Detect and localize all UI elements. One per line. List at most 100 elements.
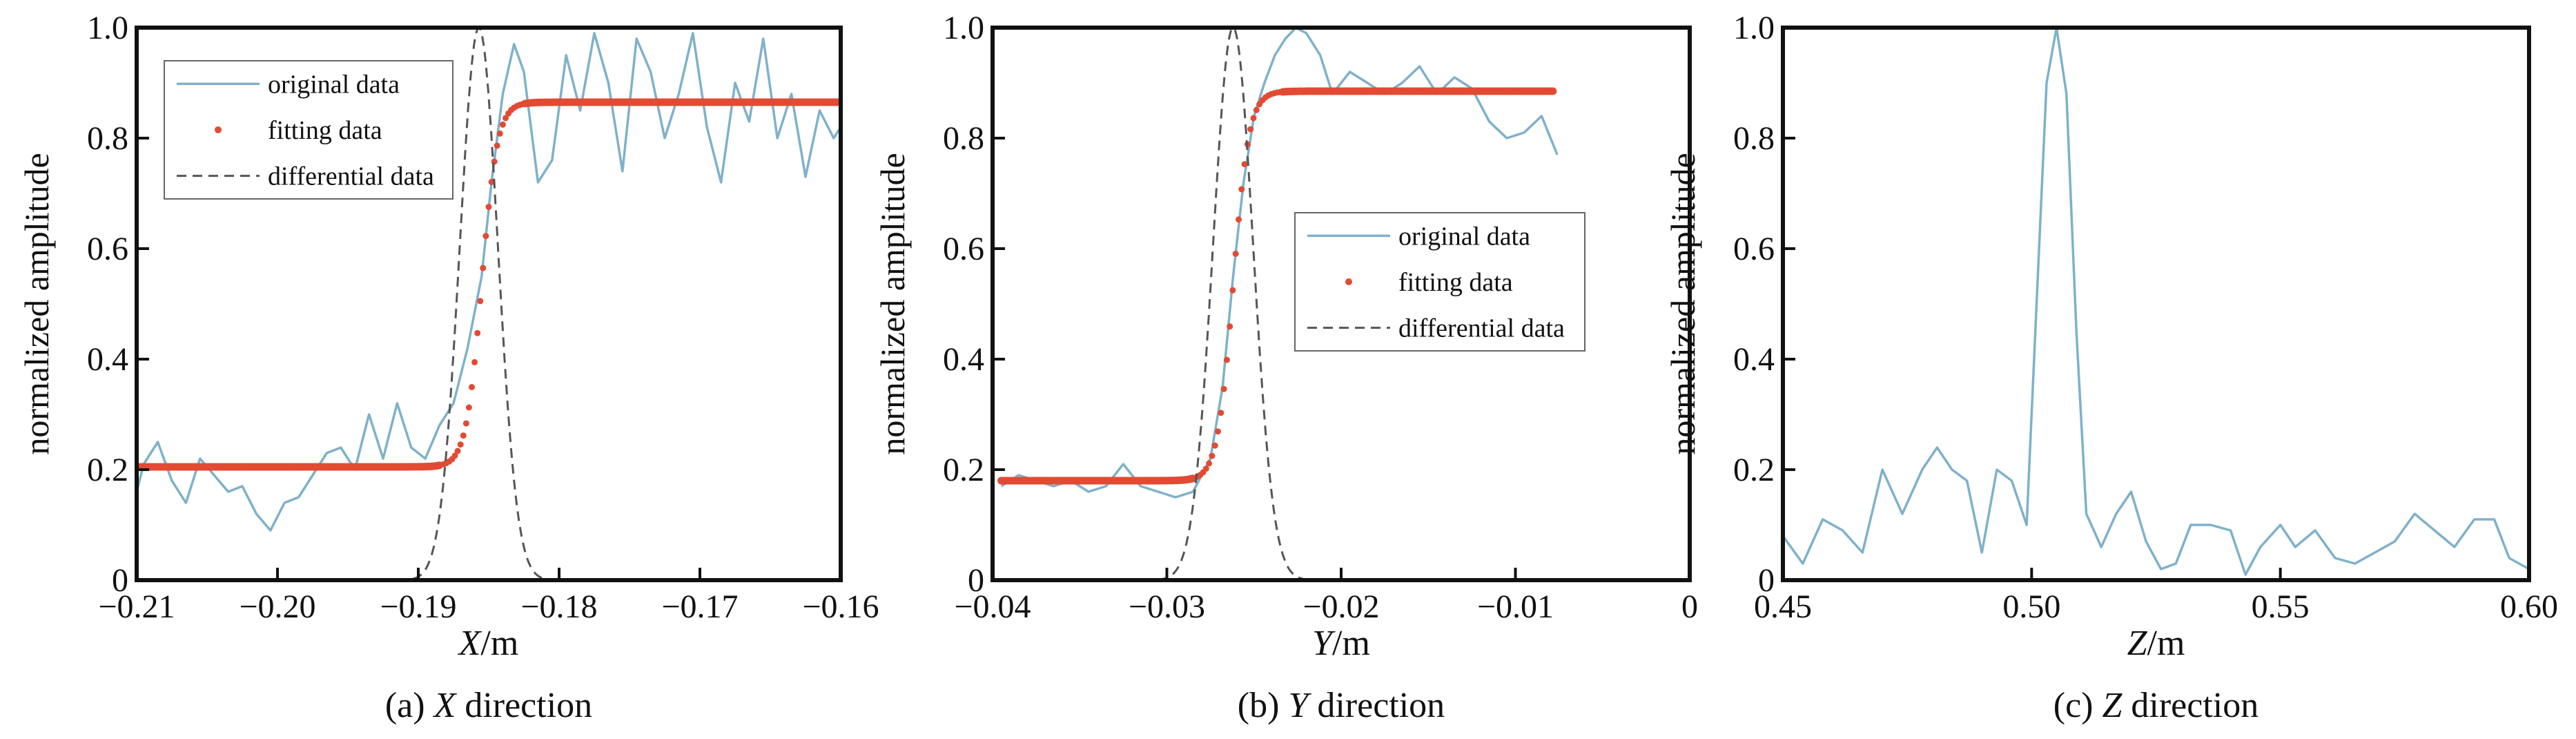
y-tick-label: 0.8 xyxy=(943,120,984,157)
x-tick-label: −0.18 xyxy=(520,588,597,625)
fitting-data-point xyxy=(1209,452,1216,459)
chart-panel-2: 0.45 0.50 0.55 0.60 0 0.2 0.4 0.6 0.8 1.0 normaliz… xyxy=(1663,10,2558,725)
fitting-data-point xyxy=(502,115,509,122)
y-axis-label: normalized amplitude xyxy=(873,153,912,454)
caption-suffix: direction xyxy=(1308,686,1445,725)
legend: original data fitting data differential da… xyxy=(164,60,453,200)
y-tick-label: 0.6 xyxy=(1733,231,1775,267)
fitting-data-point xyxy=(499,121,506,128)
x-tick-label: −0.19 xyxy=(380,588,456,625)
panel-caption: (a) X direction xyxy=(385,686,592,725)
x-tick-label: 0 xyxy=(1681,588,1698,625)
fitting-data-point xyxy=(454,448,461,454)
caption-variable: Y xyxy=(1288,686,1311,725)
caption-suffix: direction xyxy=(456,686,592,725)
y-tick-label: 0.4 xyxy=(943,341,984,378)
series-original-data-line xyxy=(1000,28,1559,499)
fitting-data-point xyxy=(1253,106,1260,113)
fitting-data-point xyxy=(1236,216,1242,223)
x-tick-label: −0.21 xyxy=(98,588,175,625)
fitting-data-point xyxy=(482,233,489,240)
chart-panel-1: −0.04 −0.03 −0.02 −0.01 0 0 0.2 0.4 0.6 0.8 1.0 nor… xyxy=(873,10,1698,725)
x-axis-unit: /m xyxy=(480,624,518,663)
y-tick-label: 1.0 xyxy=(87,10,128,46)
fitting-data-point xyxy=(496,130,503,137)
legend-label: original data xyxy=(268,70,400,99)
y-axis-label: normalized amplitude xyxy=(17,153,56,454)
y-tick-label: 0.8 xyxy=(1733,120,1775,157)
fitting-data-point xyxy=(1247,126,1254,133)
x-tick-label: 0.50 xyxy=(2002,588,2060,625)
y-tick-label: 1.0 xyxy=(1733,10,1775,46)
fitting-data-point xyxy=(1215,428,1221,435)
y-tick-label: 0.4 xyxy=(87,341,128,378)
fitting-data-point xyxy=(1250,115,1257,122)
series-fitting-data-points xyxy=(997,87,1557,485)
fitting-data-point xyxy=(1229,287,1236,294)
x-tick-label: −0.20 xyxy=(239,588,315,625)
legend-label: original data xyxy=(1398,222,1530,251)
x-tick-label: −0.03 xyxy=(1129,588,1205,625)
x-axis-variable: Z xyxy=(2127,624,2148,663)
series-differential-data-line xyxy=(1158,28,1320,580)
x-axis-variable: X xyxy=(458,624,482,663)
series-original-data-line xyxy=(1783,28,2529,576)
fitting-data-point xyxy=(451,452,458,459)
caption-prefix: (b) xyxy=(1238,686,1289,725)
y-tick-label: 0.2 xyxy=(87,452,128,488)
fitting-data-point xyxy=(494,142,500,149)
plot-area xyxy=(1783,28,2529,576)
legend-swatch-fitting xyxy=(215,126,222,133)
fitting-data-point xyxy=(1211,442,1218,449)
x-tick-label: −0.02 xyxy=(1302,588,1379,625)
x-axis-variable: Y xyxy=(1312,624,1336,663)
fitting-data-point xyxy=(480,265,487,271)
fitting-data-point xyxy=(469,384,475,390)
x-tick-label: 0.60 xyxy=(2500,588,2558,625)
y-tick-label: 0 xyxy=(112,562,128,599)
fitting-data-point xyxy=(477,298,484,305)
panel-caption: (b) Y direction xyxy=(1238,686,1445,725)
legend: original data fitting data differential da… xyxy=(1294,212,1585,352)
fitting-data-point xyxy=(474,329,481,336)
fitting-data-point xyxy=(1206,460,1213,467)
y-tick-label: 1.0 xyxy=(943,10,984,46)
legend-swatch-fitting xyxy=(1345,278,1352,285)
fitting-data-point xyxy=(1220,385,1227,392)
caption-prefix: (c) xyxy=(2053,686,2102,725)
fitting-data-point xyxy=(1549,87,1557,95)
legend-label: differential data xyxy=(268,162,434,191)
fitting-data-point xyxy=(465,404,472,411)
plot-frame xyxy=(1781,26,2531,582)
fitting-data-point xyxy=(1238,186,1245,193)
x-tick-label: 0.55 xyxy=(2252,588,2310,625)
fitting-data-point xyxy=(1202,466,1209,472)
y-tick-label: 0.2 xyxy=(1733,452,1775,488)
legend-label: fitting data xyxy=(268,116,382,145)
x-tick-label: −0.04 xyxy=(954,588,1031,625)
panel-caption: (c) Z direction xyxy=(2053,686,2258,725)
fitting-data-point xyxy=(460,432,467,439)
x-tick-label: −0.16 xyxy=(802,588,879,625)
fitting-data-point xyxy=(1223,356,1230,363)
fitting-data-point xyxy=(488,179,495,185)
x-axis-unit: /m xyxy=(2147,624,2185,663)
caption-prefix: (a) xyxy=(385,686,434,725)
y-tick-label: 0.6 xyxy=(87,231,128,267)
x-tick-label: −0.17 xyxy=(661,588,738,625)
x-tick-label: 0.45 xyxy=(1754,588,1812,625)
fitting-data-point xyxy=(457,441,464,448)
y-tick-label: 0 xyxy=(968,562,984,599)
caption-suffix: direction xyxy=(2122,686,2258,725)
fitting-data-point xyxy=(471,358,478,365)
plot-area xyxy=(997,28,1559,580)
chart-panel-0: −0.21 −0.20 −0.19 −0.18 −0.17 −0.16 0 0.2 0.4 0.6… xyxy=(17,10,879,725)
fitting-data-point xyxy=(485,204,492,211)
caption-variable: X xyxy=(433,686,458,725)
fitting-data-point xyxy=(1241,161,1248,168)
x-axis-label: Z/m xyxy=(2127,624,2185,663)
y-tick-label: 0.2 xyxy=(943,452,984,488)
x-axis-label: Y/m xyxy=(1312,624,1370,663)
caption-variable: Z xyxy=(2102,686,2123,725)
